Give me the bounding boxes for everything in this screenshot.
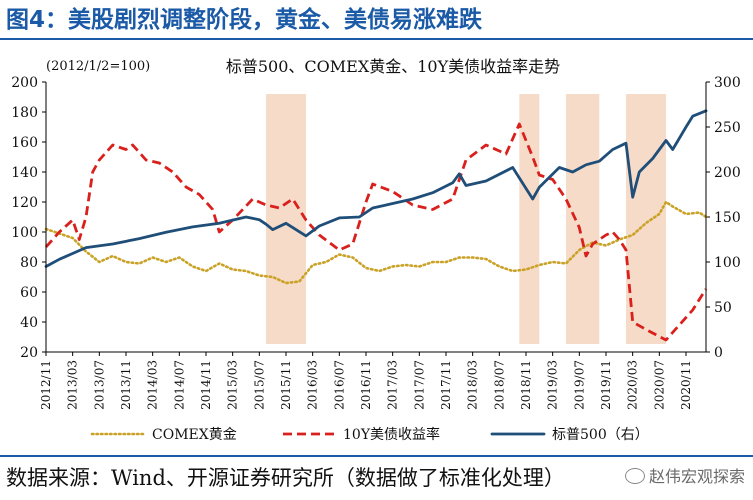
x-axis-ticks: 2012/11 2013/03 2013/07 2013/11 2014/03 2014/…: [39, 352, 693, 410]
x-tick-label: 2016/11: [359, 360, 373, 410]
legend: COMEX黄金 10Y美债收益率 标普500（右）: [90, 426, 649, 443]
left-tick-label: 200: [11, 75, 38, 91]
x-tick-label: 2017/11: [439, 360, 453, 410]
x-tick-label: 2016/03: [306, 360, 320, 410]
x-tick-label: 2020/03: [626, 360, 640, 410]
x-tick-label: 2014/11: [199, 360, 213, 410]
left-tick-label: 100: [11, 225, 38, 241]
x-tick-label: 2019/07: [572, 360, 586, 410]
left-tick-label: 120: [11, 195, 38, 211]
x-tick-label: 2019/11: [599, 360, 613, 410]
x-tick-label: 2016/07: [332, 360, 346, 410]
x-tick-label: 2020/11: [679, 360, 693, 410]
series-line-sp500: [44, 109, 708, 268]
left-axis-unit: (2012/1/2=100): [46, 59, 150, 74]
x-tick-label: 2015/11: [279, 360, 293, 410]
legend-label: COMEX黄金: [152, 426, 237, 443]
right-tick-label: 0: [714, 345, 723, 361]
shaded-period-2: [519, 94, 540, 344]
shaded-periods: [266, 94, 666, 344]
left-tick-label: 20: [20, 345, 38, 361]
x-tick-label: 2018/03: [466, 360, 480, 410]
left-tick-label: 40: [20, 315, 38, 331]
title-rule: [0, 38, 753, 40]
x-tick-label: 2012/11: [39, 360, 53, 410]
x-tick-label: 2017/07: [412, 360, 426, 410]
x-tick-label: 2018/07: [492, 360, 506, 410]
x-tick-label: 2013/11: [119, 360, 133, 410]
x-tick-label: 2020/07: [652, 360, 666, 410]
right-tick-label: 200: [714, 165, 741, 181]
left-tick-label: 180: [11, 105, 38, 121]
right-axis-ticks: 0 50 100 150 200 250 300: [706, 75, 741, 361]
x-tick-label: 2014/07: [172, 360, 186, 410]
right-tick-label: 150: [714, 210, 741, 226]
figure-title: 图4：美股剧烈调整阶段，黄金、美债易涨难跌: [6, 7, 483, 33]
right-tick-label: 300: [714, 75, 741, 91]
right-tick-label: 100: [714, 255, 741, 271]
wechat-icon: [624, 468, 645, 484]
series-line-gold: [44, 200, 708, 285]
x-tick-label: 2014/03: [146, 360, 160, 410]
left-axis-ticks: 20 40 60 80 100 120 140 160 180 200: [11, 75, 46, 361]
watermark-text: 赵伟宏观探索: [648, 467, 745, 486]
x-tick-label: 2019/03: [546, 360, 560, 410]
right-tick-label: 250: [714, 120, 741, 136]
chart-title: 标普500、COMEX黄金、10Y美债收益率走势: [226, 57, 560, 76]
x-tick-label: 2013/03: [66, 360, 80, 410]
x-tick-label: 2015/03: [226, 360, 240, 410]
series-layer: [44, 109, 708, 342]
watermark: 赵伟宏观探索: [624, 462, 745, 492]
left-tick-label: 80: [20, 255, 38, 271]
shaded-period-1: [266, 94, 306, 344]
left-tick-label: 160: [11, 135, 38, 151]
source-rule: [0, 455, 753, 457]
series-line-yield: [44, 122, 708, 342]
x-tick-label: 2015/07: [252, 360, 266, 410]
right-tick-label: 50: [714, 300, 732, 316]
shaded-period-3: [566, 94, 600, 344]
chart-area: 标普500、COMEX黄金、10Y美债收益率走势 (2012/1/2=100) …: [11, 57, 741, 443]
shaded-period-4: [626, 94, 666, 344]
left-tick-label: 60: [20, 285, 38, 301]
x-tick-label: 2013/07: [92, 360, 106, 410]
legend-label: 标普500（右）: [552, 427, 649, 443]
x-tick-label: 2017/03: [386, 360, 400, 410]
left-tick-label: 140: [11, 165, 38, 181]
x-tick-label: 2018/11: [519, 360, 533, 410]
source-note: 数据来源：Wind、开源证券研究所（数据做了标准化处理）: [6, 466, 565, 490]
legend-label: 10Y美债收益率: [343, 426, 440, 443]
